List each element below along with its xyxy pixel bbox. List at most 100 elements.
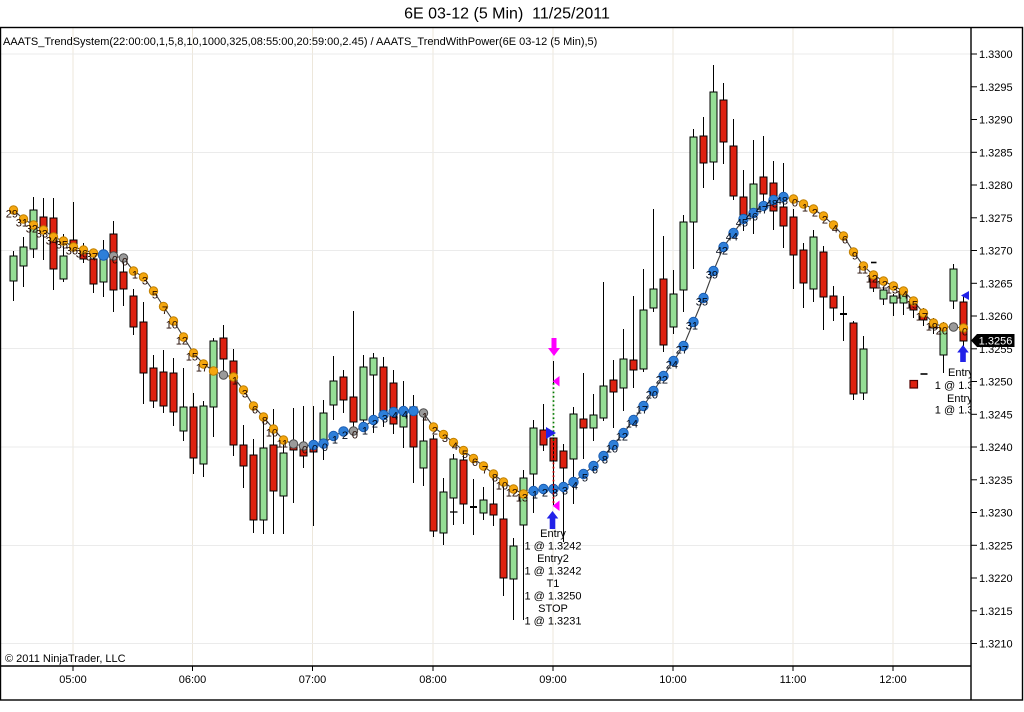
svg-text:36: 36 bbox=[76, 249, 88, 261]
svg-text:10: 10 bbox=[266, 428, 278, 440]
svg-text:3: 3 bbox=[242, 389, 248, 401]
svg-text:17: 17 bbox=[196, 363, 208, 375]
svg-text:27: 27 bbox=[676, 345, 688, 357]
svg-text:1 @ 1.3242: 1 @ 1.3242 bbox=[935, 405, 992, 417]
svg-text:4: 4 bbox=[402, 410, 408, 422]
svg-text:1 @ 1.3242: 1 @ 1.3242 bbox=[524, 541, 581, 553]
svg-text:4: 4 bbox=[452, 441, 458, 453]
svg-text:1: 1 bbox=[232, 376, 238, 388]
svg-text:1 @ 1.3250: 1 @ 1.3250 bbox=[524, 591, 581, 603]
svg-text:12: 12 bbox=[616, 432, 628, 444]
svg-text:2: 2 bbox=[432, 426, 438, 438]
svg-text:3: 3 bbox=[562, 486, 568, 498]
svg-text:Entry2: Entry2 bbox=[947, 393, 979, 405]
svg-text:© 2011 NinjaTrader, LLC: © 2011 NinjaTrader, LLC bbox=[5, 653, 126, 665]
svg-text:5: 5 bbox=[152, 290, 158, 302]
svg-text:0: 0 bbox=[792, 198, 798, 210]
svg-text:1 @ 1.3242: 1 @ 1.3242 bbox=[524, 566, 581, 578]
svg-text:11:00: 11:00 bbox=[780, 674, 807, 686]
svg-text:11: 11 bbox=[277, 439, 288, 451]
svg-text:1: 1 bbox=[132, 270, 138, 282]
svg-text:1.3225: 1.3225 bbox=[979, 540, 1013, 552]
svg-text:15: 15 bbox=[906, 300, 918, 312]
svg-text:0: 0 bbox=[312, 444, 318, 456]
svg-text:1.3230: 1.3230 bbox=[979, 508, 1013, 520]
svg-text:9: 9 bbox=[852, 251, 858, 263]
svg-text:19: 19 bbox=[926, 322, 938, 334]
svg-text:46: 46 bbox=[746, 212, 758, 224]
svg-text:0: 0 bbox=[352, 430, 358, 442]
svg-text:10:00: 10:00 bbox=[659, 674, 687, 686]
svg-text:4: 4 bbox=[572, 481, 578, 493]
svg-text:1.3275: 1.3275 bbox=[979, 213, 1013, 225]
svg-text:1.3270: 1.3270 bbox=[979, 246, 1013, 258]
svg-text:1.3260: 1.3260 bbox=[979, 311, 1013, 323]
svg-text:06:00: 06:00 bbox=[179, 674, 207, 686]
svg-text:1.3285: 1.3285 bbox=[979, 147, 1013, 159]
svg-text:1: 1 bbox=[802, 203, 808, 215]
svg-text:1.3235: 1.3235 bbox=[979, 475, 1013, 487]
svg-text:2: 2 bbox=[542, 488, 548, 500]
svg-text:5: 5 bbox=[462, 449, 468, 461]
svg-text:12:00: 12:00 bbox=[879, 674, 907, 686]
svg-text:7: 7 bbox=[162, 305, 168, 317]
svg-text:7: 7 bbox=[482, 465, 488, 477]
svg-text:1.3265: 1.3265 bbox=[979, 278, 1013, 290]
svg-text:33: 33 bbox=[36, 229, 48, 241]
svg-text:09:00: 09:00 bbox=[539, 674, 567, 686]
svg-text:34: 34 bbox=[46, 236, 58, 248]
svg-text:1 @ 1.3242: 1 @ 1.3242 bbox=[935, 380, 992, 392]
svg-text:0: 0 bbox=[322, 442, 328, 454]
svg-text:32: 32 bbox=[26, 224, 38, 236]
svg-text:48: 48 bbox=[776, 196, 788, 208]
svg-text:05:00: 05:00 bbox=[59, 674, 87, 686]
svg-text:2: 2 bbox=[342, 430, 348, 442]
svg-text:48: 48 bbox=[766, 199, 778, 211]
svg-text:T1: T1 bbox=[547, 578, 560, 590]
svg-text:17: 17 bbox=[916, 312, 928, 324]
svg-text:31: 31 bbox=[686, 321, 698, 333]
svg-text:1.3295: 1.3295 bbox=[979, 82, 1013, 94]
svg-text:0: 0 bbox=[962, 327, 968, 339]
svg-text:8: 8 bbox=[262, 416, 268, 428]
svg-text:17: 17 bbox=[636, 405, 648, 417]
svg-text:1.3220: 1.3220 bbox=[979, 573, 1013, 585]
svg-text:4: 4 bbox=[832, 224, 838, 236]
svg-text:STOP: STOP bbox=[538, 603, 568, 615]
svg-text:12: 12 bbox=[176, 336, 188, 348]
svg-text:1.3280: 1.3280 bbox=[979, 180, 1013, 192]
svg-text:20: 20 bbox=[646, 390, 658, 402]
svg-text:2: 2 bbox=[822, 215, 828, 227]
svg-text:20: 20 bbox=[936, 326, 948, 338]
svg-text:14: 14 bbox=[626, 419, 638, 431]
svg-text:6: 6 bbox=[842, 235, 848, 247]
svg-text:6E 03-12 (5 Min) 11/25/2011: 6E 03-12 (5 Min) 11/25/2011 bbox=[404, 6, 610, 23]
svg-text:0: 0 bbox=[112, 255, 118, 267]
svg-text:1.3300: 1.3300 bbox=[979, 49, 1013, 61]
svg-text:1.3256: 1.3256 bbox=[979, 336, 1013, 348]
svg-text:1: 1 bbox=[422, 412, 428, 424]
svg-text:0: 0 bbox=[122, 257, 128, 269]
svg-text:47: 47 bbox=[756, 205, 768, 217]
svg-text:1: 1 bbox=[362, 426, 368, 438]
svg-text:1 @ 1.3231: 1 @ 1.3231 bbox=[524, 616, 581, 628]
svg-text:1: 1 bbox=[532, 490, 538, 502]
svg-text:2: 2 bbox=[812, 208, 818, 220]
svg-text:2: 2 bbox=[372, 419, 378, 431]
svg-text:29: 29 bbox=[6, 209, 18, 221]
svg-text:10: 10 bbox=[496, 481, 508, 493]
svg-text:44: 44 bbox=[726, 232, 738, 244]
svg-text:1: 1 bbox=[332, 435, 338, 447]
svg-text:36: 36 bbox=[66, 246, 78, 258]
svg-text:24: 24 bbox=[666, 360, 678, 372]
svg-text:35: 35 bbox=[696, 297, 708, 309]
svg-text:08:00: 08:00 bbox=[419, 674, 447, 686]
svg-text:15: 15 bbox=[186, 352, 198, 364]
svg-text:8: 8 bbox=[602, 455, 608, 467]
svg-text:22: 22 bbox=[656, 375, 668, 387]
svg-text:1.3240: 1.3240 bbox=[979, 442, 1013, 454]
svg-text:1.3210: 1.3210 bbox=[979, 639, 1013, 651]
svg-text:1.3215: 1.3215 bbox=[979, 606, 1013, 618]
svg-text:10: 10 bbox=[606, 444, 618, 456]
svg-text:Entry2: Entry2 bbox=[537, 553, 569, 565]
